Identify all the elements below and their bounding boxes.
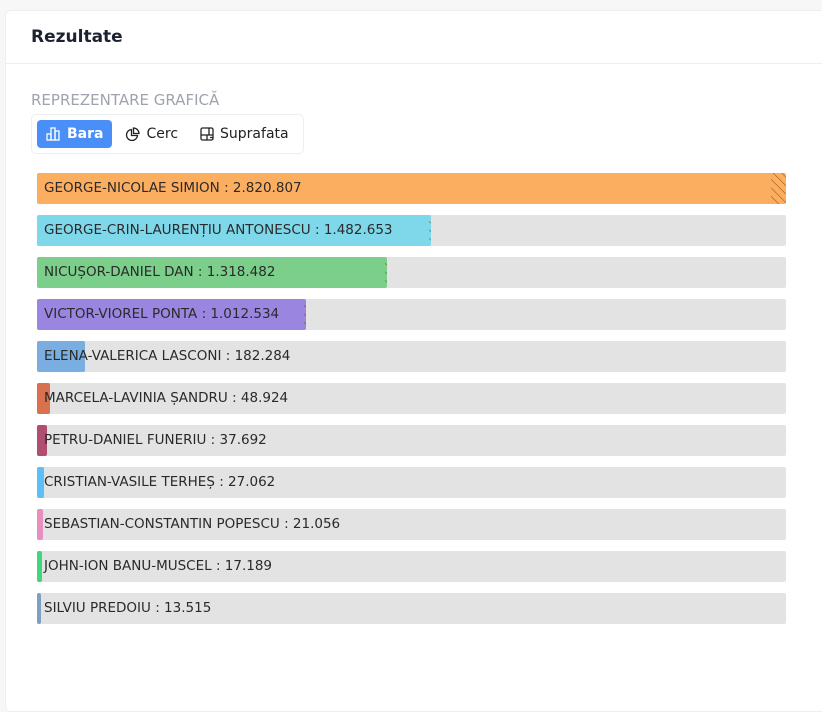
bar-row: GEORGE-CRIN-LAURENȚIU ANTONESCU : 1.482.…: [37, 215, 786, 246]
bar-chart: GEORGE-NICOLAE SIMION : 2.820.807 GEORGE-…: [37, 173, 786, 635]
bar-label: GEORGE-CRIN-LAURENȚIU ANTONESCU : 1.482.…: [44, 222, 393, 238]
bar-hatch-segment: [303, 299, 306, 330]
bar[interactable]: [37, 173, 786, 204]
bar-row: PETRU-DANIEL FUNERIU : 37.692: [37, 425, 786, 456]
bar-row: SEBASTIAN-CONSTANTIN POPESCU : 21.056: [37, 509, 786, 540]
bar[interactable]: [37, 341, 86, 372]
chart-type-tabs: Bara Cerc Suprafata: [31, 114, 304, 154]
tab-cerc[interactable]: Cerc: [116, 120, 187, 148]
bar-hatch-segment: [428, 215, 431, 246]
bar[interactable]: [37, 383, 50, 414]
bar-row: NICUȘOR-DANIEL DAN : 1.318.482: [37, 257, 786, 288]
bar[interactable]: [37, 215, 431, 246]
treemap-icon: [200, 127, 214, 141]
bar-row: GEORGE-NICOLAE SIMION : 2.820.807: [37, 173, 786, 204]
tab-label: Suprafata: [220, 126, 289, 142]
card-title: Rezultate: [6, 11, 822, 64]
bar-chart-icon: [46, 127, 60, 141]
tab-bara[interactable]: Bara: [37, 120, 113, 148]
bar-label: GEORGE-NICOLAE SIMION : 2.820.807: [44, 180, 302, 196]
bar-label: NICUȘOR-DANIEL DAN : 1.318.482: [44, 264, 276, 280]
bar[interactable]: [37, 593, 41, 624]
bar-label: ELENA-VALERICA LASCONI : 182.284: [44, 348, 291, 364]
bar-row: VICTOR-VIOREL PONTA : 1.012.534: [37, 299, 786, 330]
bar[interactable]: [37, 299, 306, 330]
bar-label: JOHN-ION BANU-MUSCEL : 17.189: [44, 558, 273, 574]
bar[interactable]: [37, 509, 43, 540]
bar-hatch-segment: [385, 257, 388, 288]
bar-label: SILVIU PREDOIU : 13.515: [44, 600, 212, 616]
bar-row: ELENA-VALERICA LASCONI : 182.284: [37, 341, 786, 372]
tab-label: Bara: [67, 126, 104, 142]
tab-label: Cerc: [146, 126, 179, 142]
bar-label: MARCELA-LAVINIA ȘANDRU : 48.924: [44, 390, 289, 406]
pie-chart-icon: [126, 126, 141, 141]
bar-label: SEBASTIAN-CONSTANTIN POPESCU : 21.056: [44, 516, 341, 532]
bar-hatch-segment: [771, 173, 786, 204]
bar-label: PETRU-DANIEL FUNERIU : 37.692: [44, 432, 267, 448]
bar-row: SILVIU PREDOIU : 13.515: [37, 593, 786, 624]
bar-row: MARCELA-LAVINIA ȘANDRU : 48.924: [37, 383, 786, 414]
bar-label: VICTOR-VIOREL PONTA : 1.012.534: [44, 306, 280, 322]
bar[interactable]: [37, 425, 47, 456]
section-label: REPREZENTARE GRAFICĂ: [31, 91, 220, 109]
bar[interactable]: [37, 257, 388, 288]
bar[interactable]: [37, 467, 45, 498]
bar-label: CRISTIAN-VASILE TERHEȘ : 27.062: [44, 474, 276, 490]
bar-row: JOHN-ION BANU-MUSCEL : 17.189: [37, 551, 786, 582]
results-card: Rezultate REPREZENTARE GRAFICĂ Bara Cerc…: [5, 10, 822, 712]
bar-row: CRISTIAN-VASILE TERHEȘ : 27.062: [37, 467, 786, 498]
bar[interactable]: [37, 551, 42, 582]
tab-suprafata[interactable]: Suprafata: [191, 120, 298, 148]
